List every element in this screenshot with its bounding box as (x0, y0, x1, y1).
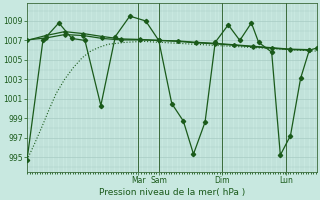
X-axis label: Pression niveau de la mer( hPa ): Pression niveau de la mer( hPa ) (99, 188, 245, 197)
